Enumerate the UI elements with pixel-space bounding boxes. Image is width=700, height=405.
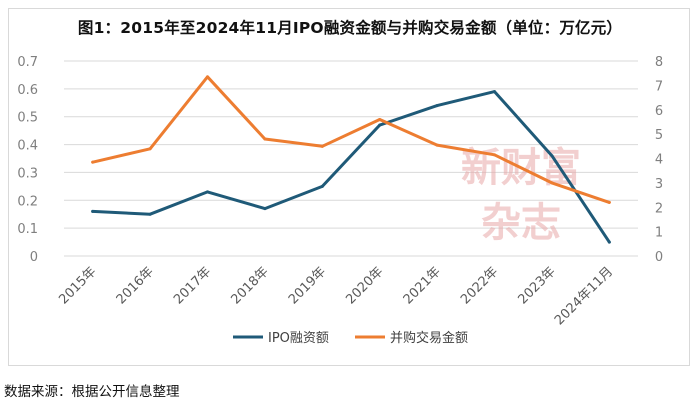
series-line-ma [91,75,611,204]
left-tick-label: 0.3 [17,166,38,181]
right-tick-label: 7 [655,79,663,94]
chart-title: 图1：2015年至2024年11月IPO融资金额与并购交易金额（单位：万亿元） [77,19,623,37]
data-point-ipo [91,209,95,213]
x-tick-label: 2023年 [516,264,559,307]
legend-label-ipo: IPO融资额 [268,331,329,346]
data-point-ma [493,153,496,157]
data-point-ma [550,181,554,185]
grid-lines [64,60,638,257]
left-tick-label: 0.5 [17,111,38,126]
data-point-ipo [320,184,324,188]
x-tick-label: 2017年 [171,264,214,307]
watermark-line-2: 杂志 [481,199,561,246]
x-tick-label: 2018年 [229,264,272,307]
data-point-ipo [148,212,152,216]
data-point-ma [148,147,152,151]
right-tick-label: 4 [655,153,663,168]
x-tick-label: 2019年 [286,264,329,307]
data-point-ipo [206,190,209,194]
left-tick-label: 0.1 [17,222,38,237]
series-line-ipo [91,90,611,244]
data-point-ipo [493,90,496,94]
x-axis-ticks: 2015年 2016年 2017年 2018年 2019年 2020年 2021年 2022年… [56,264,616,328]
left-tick-label: 0.2 [17,194,38,209]
right-tick-label: 5 [655,128,663,143]
left-tick-label: 0 [30,250,38,265]
right-tick-label: 6 [655,104,663,119]
left-tick-label: 0.6 [17,83,38,98]
data-point-ma [607,200,611,204]
x-tick-label: 2022年 [458,264,501,307]
source-note: 数据来源：根据公开信息整理 [4,384,180,400]
series-lines [91,75,611,244]
data-point-ipo [378,123,382,127]
right-axis-ticks: 0 1 2 3 4 5 6 7 8 [655,55,663,265]
x-tick-label: 2016年 [114,264,157,307]
left-tick-label: 0.7 [17,55,38,70]
chart-frame [8,8,690,366]
data-point-ma [435,143,439,147]
x-tick-label: 2021年 [401,264,444,307]
data-point-ma [263,137,267,141]
x-tick-label: 2024年11月 [552,264,616,328]
data-point-ma [91,160,95,164]
data-point-ma [206,75,209,79]
left-tick-label: 0.4 [17,139,38,154]
data-point-ipo [435,104,439,108]
data-point-ipo [263,207,267,211]
x-tick-label: 2015年 [56,264,99,307]
right-tick-label: 1 [655,226,663,241]
left-axis-ticks: 0 0.1 0.2 0.3 0.4 0.5 0.6 0.7 [17,55,38,265]
legend-label-ma: 并购交易金额 [390,330,468,346]
right-tick-label: 0 [655,250,663,265]
right-tick-label: 2 [655,201,663,216]
data-point-ipo [607,240,611,244]
x-tick-label: 2020年 [343,264,386,307]
right-tick-label: 8 [655,55,663,70]
watermark: 新财富 杂志 [461,144,581,246]
data-point-ma [378,118,382,121]
data-point-ipo [550,154,554,158]
legend: IPO融资额 并购交易金额 [233,330,468,346]
data-point-ma [320,144,324,148]
right-tick-label: 3 [655,177,663,192]
